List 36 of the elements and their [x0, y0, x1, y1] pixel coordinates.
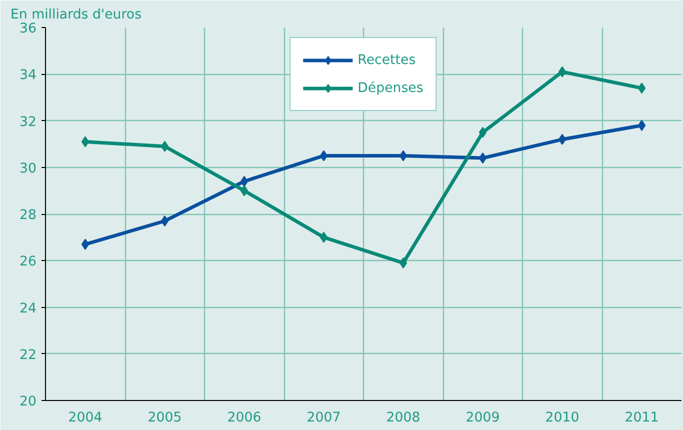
y-tick-label: 26	[20, 254, 37, 270]
y-tick-label: 30	[20, 161, 37, 176]
point	[558, 66, 566, 78]
x-tick-label: 2010	[545, 410, 580, 426]
point	[320, 232, 328, 243]
legend-label: Recettes	[358, 52, 416, 68]
y-tick-label: 32	[20, 114, 37, 130]
legend-label: Dépenses	[358, 80, 424, 96]
x-tick-label: 2009	[466, 410, 500, 426]
point	[320, 150, 328, 162]
point	[240, 185, 248, 196]
point	[478, 126, 487, 138]
y-tick-label: 28	[20, 208, 37, 223]
point	[399, 257, 408, 268]
x-tick-label: 2005	[148, 410, 182, 426]
x-tick-label: 2011	[624, 410, 659, 426]
y-tick-label: 22	[20, 348, 37, 363]
x-tick-label: 2004	[68, 410, 102, 426]
point	[240, 176, 248, 187]
point	[638, 120, 646, 131]
point	[638, 82, 646, 94]
point	[81, 136, 90, 148]
x-tick-label: 2008	[386, 410, 420, 426]
y-tick-label: 36	[20, 22, 37, 36]
y-axis-title: En milliards d'euros	[10, 8, 142, 22]
x-tick-label: 2006	[227, 410, 262, 426]
point	[160, 140, 169, 152]
point	[478, 152, 487, 164]
point	[81, 238, 90, 250]
y-tick-label: 34	[20, 68, 37, 84]
point	[399, 150, 408, 162]
y-tick-label: 20	[20, 394, 37, 410]
x-tick-label: 2007	[306, 410, 341, 426]
point	[160, 215, 169, 226]
point	[558, 134, 566, 145]
y-tick-label: 24	[20, 301, 37, 316]
